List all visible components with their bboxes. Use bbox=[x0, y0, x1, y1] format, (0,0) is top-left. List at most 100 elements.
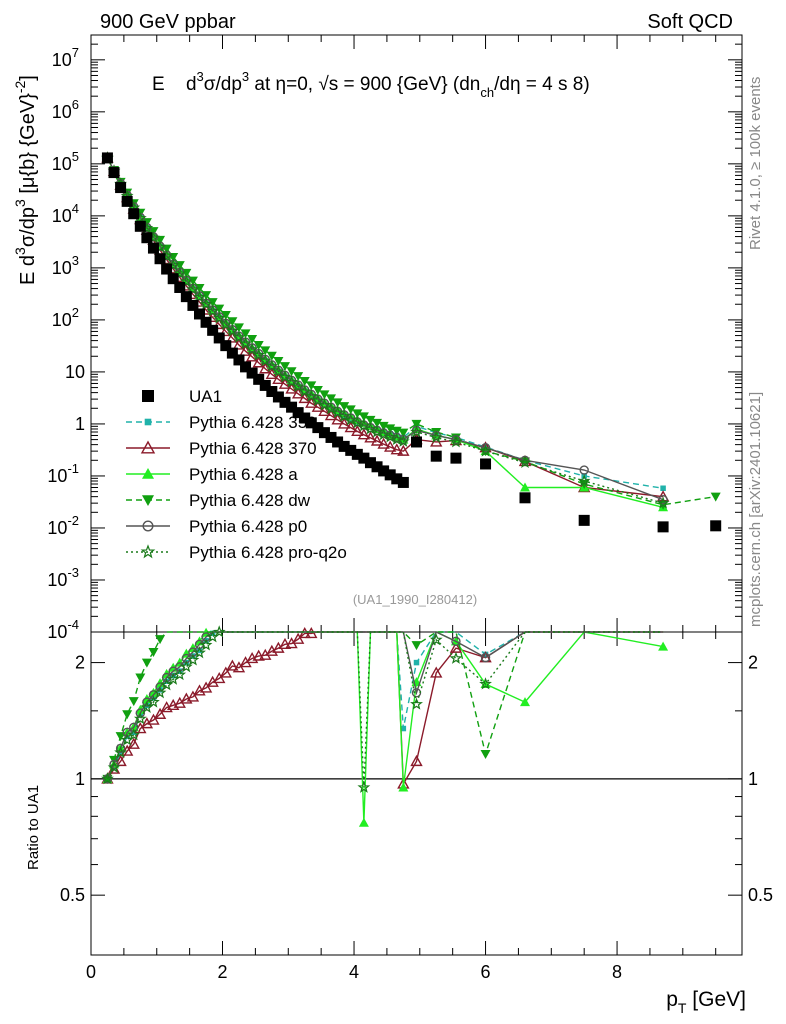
x-tick-label: 0 bbox=[86, 962, 96, 982]
point-ua1 bbox=[240, 361, 252, 373]
point-pythia-6-428-pro-q2o bbox=[212, 311, 226, 324]
ratio-point-pythia-6-428-dw bbox=[128, 697, 139, 707]
ratio-point-pythia-6-428-370 bbox=[213, 671, 226, 684]
main-y-tick-label: 107 bbox=[52, 45, 79, 70]
legend-marker bbox=[142, 495, 154, 506]
point-ua1 bbox=[128, 208, 140, 220]
point-pythia-6-428-dw bbox=[286, 367, 297, 377]
ratio-line-pythia-6-428-p0 bbox=[106, 631, 664, 780]
point-pythia-6-428-pro-q2o bbox=[577, 474, 591, 487]
point-pythia-6-428-dw bbox=[293, 372, 304, 382]
point-ua1 bbox=[345, 444, 357, 456]
ratio-point-pythia-6-428-pro-q2o bbox=[179, 660, 193, 673]
ratio-point-pythia-6-428-p0 bbox=[451, 636, 461, 647]
series-pythia-6-428-a bbox=[102, 152, 669, 512]
point-pythia-6-428-pro-q2o bbox=[225, 324, 239, 337]
legend-item-pythia-6-428-370: Pythia 6.428 370 bbox=[126, 439, 317, 458]
point-pythia-6-428-dw bbox=[201, 291, 212, 301]
point-pythia-6-428-dw bbox=[332, 398, 343, 408]
point-ua1 bbox=[364, 457, 376, 469]
legend-item-pythia-6-428-dw: Pythia 6.428 dw bbox=[126, 491, 311, 510]
ratio-point-pythia-6-428-pro-q2o bbox=[212, 625, 226, 638]
point-ua1 bbox=[397, 476, 409, 488]
ratio-point-pythia-6-428-370 bbox=[153, 707, 167, 719]
point-ua1 bbox=[167, 273, 179, 285]
point-pythia-6-428-dw bbox=[233, 323, 244, 333]
point-pythia-6-428-a bbox=[520, 482, 530, 492]
ratio-point-pythia-6-428-dw bbox=[155, 635, 166, 645]
ratio-point-pythia-6-428-370 bbox=[305, 626, 318, 639]
point-pythia-6-428-dw bbox=[352, 409, 363, 419]
ratio-point-pythia-6-428-359 bbox=[157, 687, 163, 693]
ratio-point-pythia-6-428-pro-q2o bbox=[147, 695, 160, 708]
main-y-tick-label: 10-3 bbox=[47, 565, 79, 590]
legend-item-pythia-6-428-a: Pythia 6.428 a bbox=[126, 465, 298, 484]
point-ua1 bbox=[266, 386, 278, 398]
ratio-point-pythia-6-428-pro-q2o bbox=[107, 760, 121, 774]
point-ua1 bbox=[312, 422, 324, 434]
point-pythia-6-428-dw bbox=[411, 419, 422, 429]
point-pythia-6-428-pro-q2o bbox=[219, 317, 233, 331]
point-ua1 bbox=[246, 367, 258, 379]
legend-marker bbox=[140, 544, 156, 559]
point-pythia-6-428-p0 bbox=[658, 494, 668, 505]
point-pythia-6-428-dw bbox=[339, 402, 350, 412]
main-y-tick-label: 10-1 bbox=[47, 461, 79, 486]
point-pythia-6-428-pro-q2o bbox=[324, 402, 338, 415]
point-pythia-6-428-dw bbox=[385, 424, 396, 434]
point-pythia-6-428-dw bbox=[312, 385, 323, 395]
ratio-point-pythia-6-428-pro-q2o bbox=[186, 653, 200, 666]
ratio-point-pythia-6-428-370 bbox=[291, 632, 305, 644]
main-y-tick-label: 1 bbox=[75, 414, 85, 434]
plot-title: E d3σ/dp3 at η=0, √s = 900 {GeV} (dnch/d… bbox=[152, 69, 590, 100]
ratio-point-pythia-6-428-pro-q2o bbox=[449, 651, 463, 664]
ratio-point-pythia-6-428-359 bbox=[144, 702, 150, 709]
main-y-tick-label: 10 bbox=[65, 362, 85, 382]
point-ua1 bbox=[318, 427, 330, 439]
point-pythia-6-428-370 bbox=[397, 444, 410, 456]
point-pythia-6-428-pro-q2o bbox=[479, 444, 492, 457]
ratio-y-tick-label: 0.5 bbox=[60, 885, 85, 905]
point-pythia-6-428-pro-q2o bbox=[278, 370, 292, 383]
ratio-point-pythia-6-428-p0 bbox=[480, 652, 491, 663]
point-ua1 bbox=[108, 167, 120, 179]
point-pythia-6-428-dw bbox=[279, 362, 290, 372]
point-pythia-6-428-dw bbox=[266, 351, 277, 361]
series-pythia-6-428-pro-q2o bbox=[101, 151, 670, 509]
point-pythia-6-428-pro-q2o bbox=[258, 354, 272, 367]
point-pythia-6-428-pro-q2o bbox=[304, 389, 318, 402]
point-pythia-6-428-dw bbox=[372, 418, 383, 428]
legend-label: Pythia 6.428 dw bbox=[189, 491, 311, 510]
point-pythia-6-428-pro-q2o bbox=[291, 380, 305, 393]
legend-item-pythia-6-428-pro-q2o: Pythia 6.428 pro-q2o bbox=[126, 543, 347, 562]
point-pythia-6-428-dw bbox=[358, 412, 369, 422]
point-ua1 bbox=[213, 332, 225, 344]
point-pythia-6-428-a bbox=[326, 401, 337, 411]
point-pythia-6-428-370 bbox=[377, 437, 390, 449]
point-pythia-6-428-pro-q2o bbox=[206, 304, 220, 317]
ratio-point-pythia-6-428-a bbox=[148, 687, 159, 697]
ratio-point-pythia-6-428-359 bbox=[130, 729, 137, 736]
ratio-point-pythia-6-428-370 bbox=[410, 754, 423, 767]
ratio-point-pythia-6-428-370 bbox=[186, 690, 200, 702]
point-ua1 bbox=[450, 452, 462, 464]
x-tick-label: 6 bbox=[481, 962, 491, 982]
legend-label: Pythia 6.428 p0 bbox=[189, 517, 307, 536]
point-pythia-6-428-dw bbox=[214, 304, 225, 314]
point-pythia-6-428-pro-q2o bbox=[298, 384, 312, 398]
ratio-point-pythia-6-428-pro-q2o bbox=[153, 686, 167, 699]
ratio-point-pythia-6-428-dw bbox=[122, 710, 133, 720]
point-ua1 bbox=[378, 465, 390, 477]
legend-item-pythia-6-428-p0: Pythia 6.428 p0 bbox=[126, 517, 307, 536]
header-right-title: Soft QCD bbox=[647, 11, 733, 33]
point-pythia-6-428-370 bbox=[305, 396, 318, 408]
ratio-series-pythia-6-428-pro-q2o bbox=[101, 625, 664, 793]
mcplots-label: mcplots.cern.ch [arXiv:2401.10621] bbox=[747, 392, 764, 627]
point-ua1 bbox=[207, 324, 219, 336]
point-pythia-6-428-pro-q2o bbox=[318, 398, 331, 411]
point-pythia-6-428-pro-q2o bbox=[232, 330, 246, 343]
point-pythia-6-428-pro-q2o bbox=[383, 430, 397, 443]
point-pythia-6-428-dw bbox=[326, 394, 337, 404]
point-pythia-6-428-pro-q2o bbox=[429, 430, 443, 443]
